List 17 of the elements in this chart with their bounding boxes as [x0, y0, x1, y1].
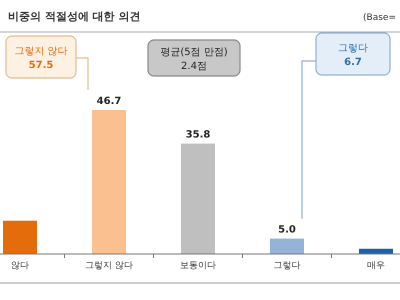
- x-tick-label: 매우: [367, 261, 385, 271]
- x-tick-label: 보통이다: [180, 261, 216, 271]
- chart-title: 비중의 적절성에 대한 의견: [8, 10, 140, 23]
- bar: [92, 110, 126, 254]
- bar: [3, 220, 37, 254]
- text: 그렇지 않다 57.5: [14, 46, 68, 71]
- text: 그렇다 6.7: [338, 43, 368, 68]
- x-tick-label: 그렇지 않다: [85, 261, 133, 271]
- x-tick-label: 그렇다: [274, 261, 300, 271]
- x-tick-label: 않다: [11, 261, 29, 271]
- data-label: 46.7: [96, 96, 122, 107]
- bar: [270, 238, 304, 254]
- data-label: 35.8: [186, 130, 210, 141]
- bar: [181, 144, 215, 254]
- text: (Base=: [363, 13, 396, 23]
- text: 평균(5점 만점) 2.4점: [160, 47, 228, 72]
- data-label: 5.0: [278, 224, 296, 236]
